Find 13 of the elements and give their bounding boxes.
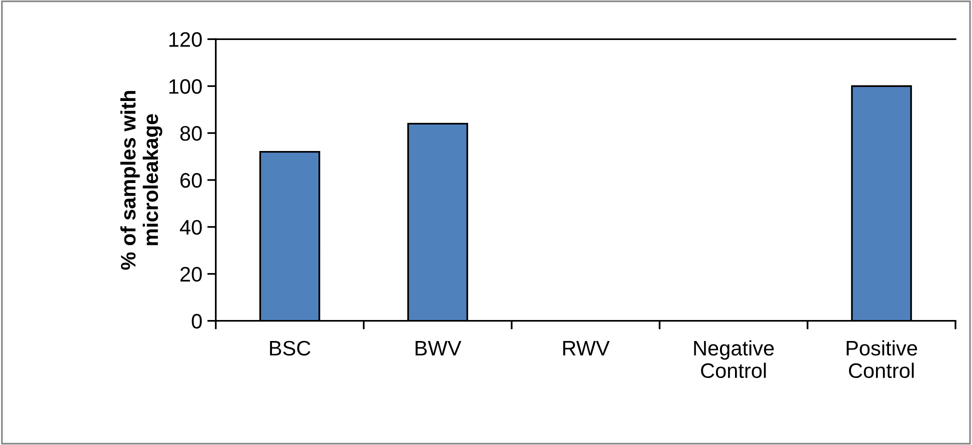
y-tick-label: 120	[169, 32, 202, 47]
x-tick-label: RWV	[563, 341, 610, 356]
y-axis-title: % of samples with microleakage	[120, 90, 162, 270]
x-tick-label: Positive Control	[846, 340, 918, 378]
y-tick-label: 100	[169, 79, 202, 94]
y-tick-label: 40	[180, 220, 202, 235]
y-tick-label: 20	[180, 266, 202, 282]
x-tick-label: BSC	[270, 340, 310, 356]
y-tick-label: 60	[180, 173, 202, 188]
x-tick-label: BWV	[416, 341, 462, 356]
x-tick-label: Negative Control	[694, 340, 774, 378]
y-tick-label: 80	[180, 126, 202, 141]
y-tick-label: 0	[192, 314, 202, 329]
